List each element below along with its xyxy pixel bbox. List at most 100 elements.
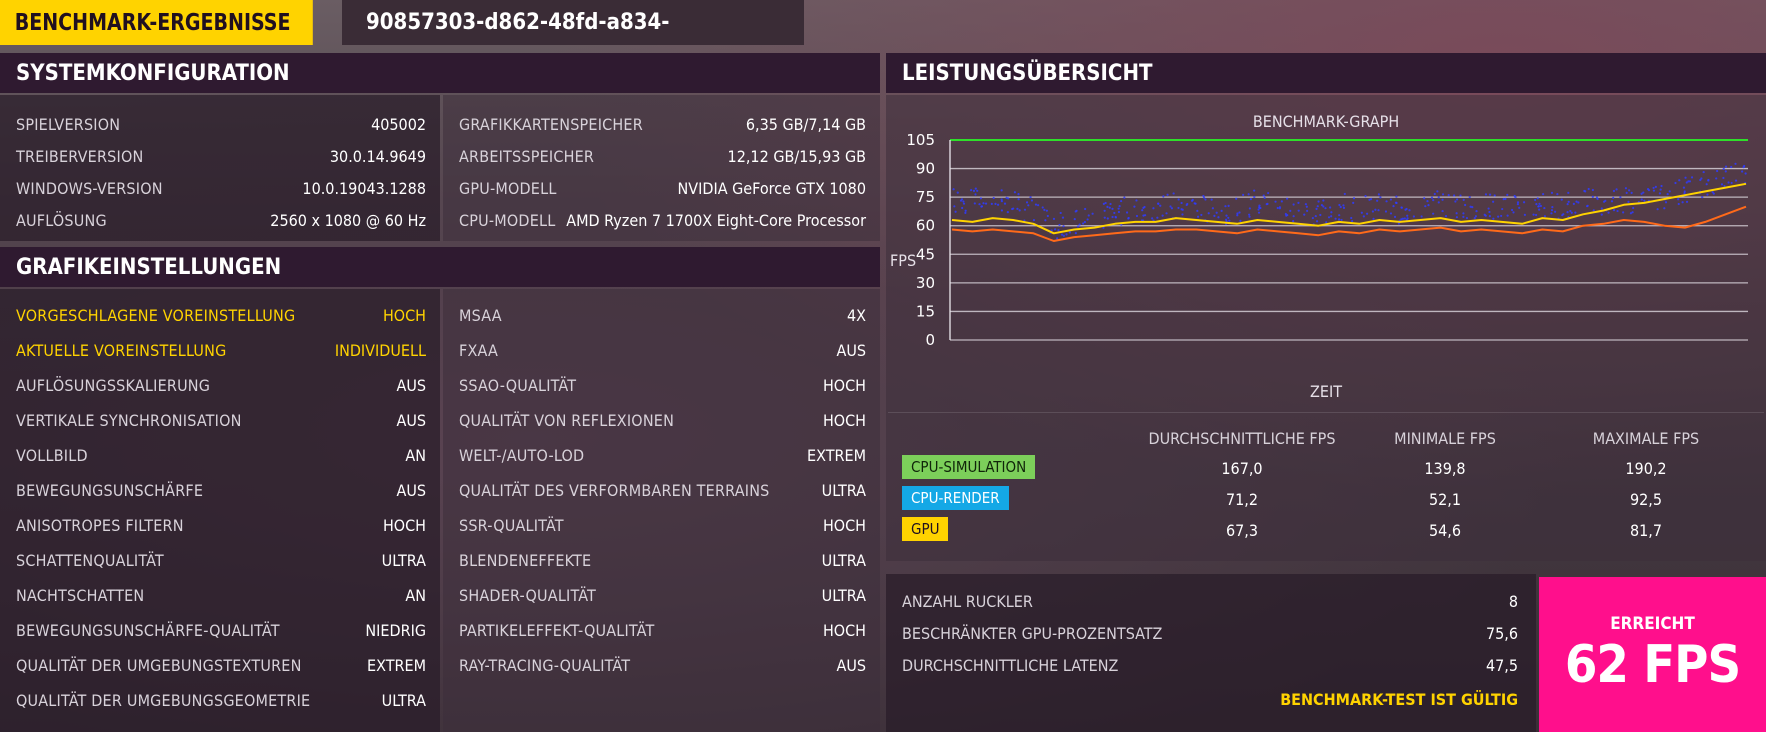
cpu-render-point [1228,219,1231,222]
cpu-render-point [976,189,979,192]
cpu-render-point [1315,220,1319,223]
cpu-render-point [1289,209,1292,212]
cpu-render-point [1351,219,1354,223]
gpu-series-line [951,182,1747,235]
cpu-render-point [978,203,981,206]
info-row: TREIBERVERSION 30.0.14.9649 [0,141,440,172]
setting-row: SSR-QUALITÄT HOCH [443,510,880,541]
cpu-render-point [1385,200,1388,203]
cpu-render-point [964,211,967,214]
cpu-render-point [1389,212,1393,215]
summary-value: 75,6 [1485,624,1518,643]
cpu-render-point [1343,192,1346,196]
cpu-render-point [1506,214,1509,217]
cpu-render-point [1432,212,1435,215]
cpu-render-point [1180,201,1183,205]
row-value: 405002 [371,115,426,134]
cpu-render-point [1567,191,1570,194]
cpu-render-point [1157,202,1160,205]
cpu-render-point [1688,180,1692,183]
cpu-render-point [952,188,955,191]
cpu-render-point [1397,222,1400,225]
cpu-render-point [1352,197,1356,200]
summary-value: 8 [1508,592,1518,611]
cpu-render-point [1075,209,1078,212]
cpu-render-point [1543,215,1547,218]
cpu-render-point [1044,219,1047,222]
cpu-render-point [1372,217,1375,220]
cpu-render-point [1265,203,1268,206]
cpu-render-point [1339,205,1342,209]
cpu-render-point [1720,183,1724,186]
cpu-render-point [1191,198,1194,201]
cpu-render-point [1659,188,1662,191]
cpu-render-point [1734,179,1738,182]
cpu-render-point [1475,209,1478,213]
stat-min: 139,8 [1424,459,1466,478]
cpu-render-point [1125,211,1129,214]
cpu-render-point [1541,193,1545,196]
cpu-render-point [1730,181,1733,185]
cpu-render-point [1723,184,1726,188]
cpu-render-point [1046,214,1049,218]
cpu-render-point [1016,207,1019,210]
setting-row: QUALITÄT DER UMGEBUNGSGEOMETRIE ULTRA [0,685,440,716]
cpu-render-point [1473,216,1476,220]
col-header-min: MINIMALE FPS [1394,429,1496,448]
cpu-render-point [1631,211,1634,214]
cpu-render-point [1716,169,1719,173]
cpu-render-point [1181,208,1184,211]
cpu-render-point [1426,199,1429,203]
cpu-render-point [1065,233,1068,236]
cpu-render-point [1239,219,1242,222]
setting-label: SHADER-QUALITÄT [459,586,597,605]
cpu-render-point [1104,201,1107,205]
cpu-render-point [1248,207,1251,210]
cpu-render-point [1056,237,1059,240]
cpu-render-point [1052,217,1056,220]
info-row: CPU-MODELL AMD Ryzen 7 1700X Eight-Core P… [443,205,880,236]
cpu-render-point [1423,197,1426,200]
setting-value: ULTRA [821,481,866,500]
cpu-render-point [1074,231,1077,235]
cpu-render-point [1330,215,1333,218]
cpu-render-point [1711,191,1714,194]
summary-value: 47,5 [1485,656,1518,675]
cpu-render-point [1003,202,1007,205]
cpu-render-point [1550,212,1553,215]
cpu-render-point [1170,207,1174,210]
cpu-render-point [1169,205,1172,208]
cpu-render-point [1706,193,1709,196]
setting-value: AUS [396,376,426,395]
cpu-render-point [1715,177,1718,180]
row-label: GRAFIKKARTENSPEICHER [459,115,643,134]
setting-label: VOLLBILD [16,446,88,465]
cpu-render-point [1247,193,1250,196]
cpu-render-point [1395,201,1398,205]
setting-row: RAY-TRACING-QUALITÄT AUS [443,650,880,681]
cpu-render-point [1587,187,1590,191]
setting-value: EXTREM [367,656,426,675]
cpu-render-point [1103,209,1106,212]
cpu-render-point [1114,215,1117,219]
cpu-render-point [1744,172,1747,175]
cpu-render-point [1562,213,1565,216]
setting-value: AUS [396,411,426,430]
cpu-render-point [1516,201,1520,204]
cpu-render-point [979,197,982,200]
cpu-render-point [1117,210,1121,214]
cpu-render-point [1454,200,1457,203]
achieved-value: 62 FPS [1564,635,1741,695]
cpu-render-point [1455,212,1458,215]
cpu-render-point [1297,201,1300,205]
row-value: 6,35 GB/7,14 GB [745,115,866,134]
cpu-render-point [1584,190,1587,193]
cpu-render-point [1512,211,1515,214]
row-value: AMD Ryzen 7 1700X Eight-Core Processor [566,211,866,230]
cpu-render-point [1058,223,1061,227]
info-row: GPU-MODELL NVIDIA GeForce GTX 1080 [443,173,880,204]
cpu-render-point [1484,193,1488,196]
cpu-render-point [1196,209,1199,213]
cpu-render-point [1305,205,1308,208]
setting-label: PARTIKELEFFEKT-QUALITÄT [459,621,655,640]
